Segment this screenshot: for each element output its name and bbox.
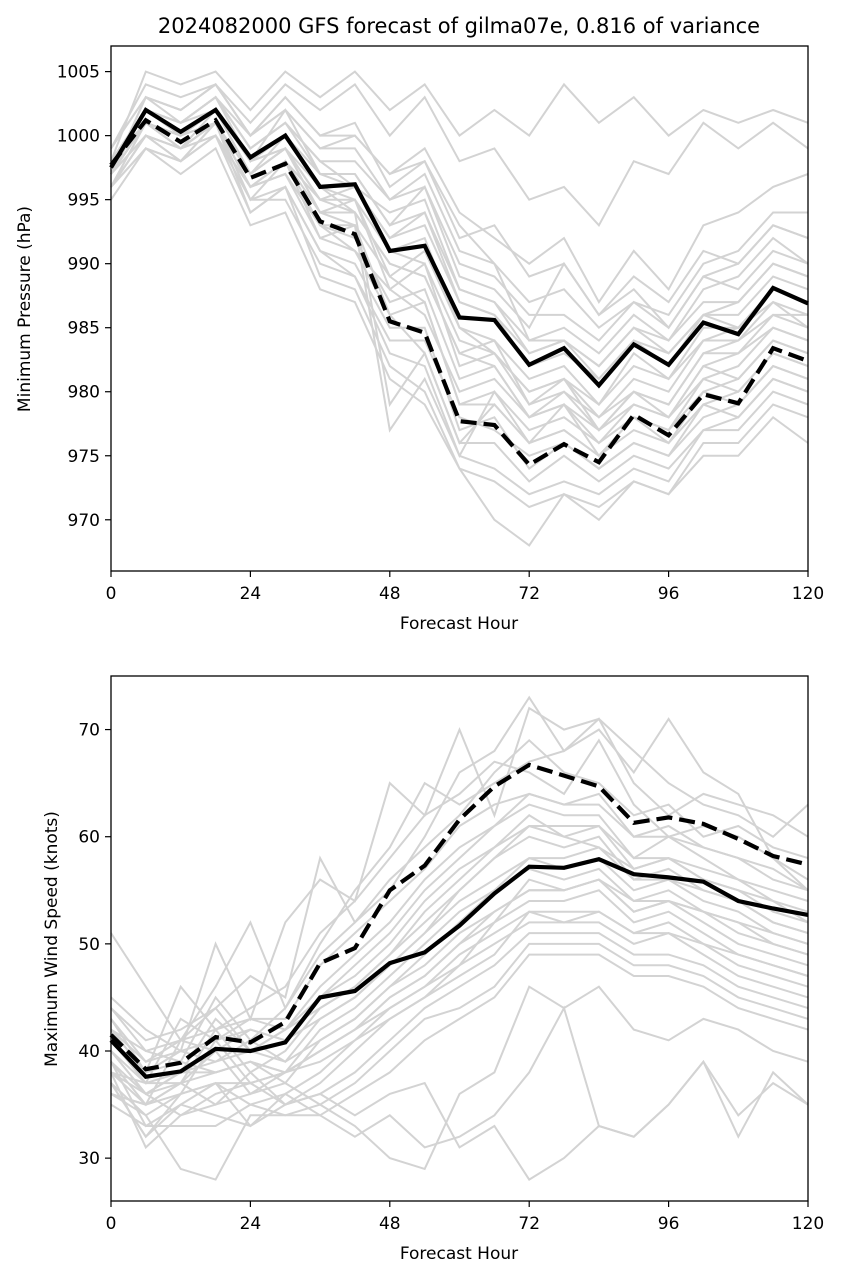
pressure-x-tick-label: 48 [379,584,401,604]
pressure-member-line [110,82,809,228]
pressure-x-tick-label: 72 [518,584,540,604]
pressure-member-line [110,121,809,470]
pressure-y-tick-label: 980 [68,383,100,403]
wind-member-line [110,717,809,1053]
wind-x-tick-label: 48 [379,1214,401,1234]
wind-x-tick-label: 120 [792,1214,824,1234]
pressure-x-tick-label: 0 [106,584,117,604]
wind-chart: 0 24 48 72 96 120 30 40 50 60 70 Forecast Hour Ma… [42,675,824,1264]
wind-x-tick-label: 72 [518,1214,540,1234]
wind-member-line [110,824,809,1053]
pressure-main-series [109,107,809,468]
wind-plot-frame [110,675,809,1202]
wind-dashed-line [109,762,809,1072]
pressure-member-line [110,70,809,162]
pressure-x-tick-label: 24 [240,584,262,604]
wind-y-axis-label: Maximum Wind Speed (knots) [42,811,62,1067]
wind-member-line [110,878,809,1096]
wind-member-line [110,985,809,1171]
wind-x-ticks: 0 24 48 72 96 120 [106,1201,824,1234]
wind-y-tick-label: 50 [78,935,100,955]
chart-title: 2024082000 GFS forecast of gilma07e, 0.8… [158,14,760,38]
wind-y-tick-label: 60 [78,828,100,848]
wind-member-line [110,695,809,1042]
wind-y-tick-label: 40 [78,1042,100,1062]
pressure-member-line [110,95,809,419]
pressure-y-tick-label: 995 [68,191,100,211]
wind-y-tick-label: 30 [78,1149,100,1169]
wind-member-line [110,825,809,1074]
wind-member-line [110,1060,809,1181]
pressure-y-tick-label: 970 [68,511,100,531]
pressure-x-ticks: 0 24 48 72 96 120 [106,571,824,604]
pressure-solid-line [109,107,809,389]
wind-ensemble-members [110,695,809,1181]
wind-solid-line [109,856,809,1079]
wind-member-line [110,738,809,1063]
pressure-y-tick-label: 1005 [57,63,100,83]
wind-member-line [110,706,809,1053]
pressure-y-tick-label: 975 [68,447,100,467]
pressure-member-line [110,146,809,547]
pressure-y-tick-label: 1000 [57,127,100,147]
pressure-member-line [110,82,809,317]
wind-member-line [110,792,809,1063]
pressure-x-tick-label: 120 [792,584,824,604]
pressure-x-tick-label: 96 [658,584,680,604]
pressure-member-line [110,95,809,368]
wind-y-tick-label: 70 [78,721,100,741]
pressure-member-line [110,121,809,459]
wind-x-tick-label: 24 [240,1214,262,1234]
pressure-chart: 0 24 48 72 96 120 97097598098599099510001005 … [15,45,824,634]
wind-member-line [110,932,809,1139]
wind-x-axis-label: Forecast Hour [400,1244,518,1264]
wind-member-line [110,846,809,1085]
wind-x-tick-label: 96 [658,1214,680,1234]
pressure-y-tick-label: 990 [68,255,100,275]
pressure-dashed-line [109,117,809,468]
wind-y-ticks: 30 40 50 60 70 [78,721,111,1169]
wind-member-line [110,803,809,1096]
wind-member-line [110,942,809,1181]
wind-main-series [109,762,809,1079]
wind-member-line [110,910,809,1106]
pressure-plot-frame [110,45,809,572]
pressure-member-line [110,95,809,355]
wind-x-tick-label: 0 [106,1214,117,1234]
pressure-x-axis-label: Forecast Hour [400,614,518,634]
wind-member-line [110,867,809,1117]
pressure-y-tick-label: 985 [68,319,100,339]
wind-member-line [110,792,809,1085]
pressure-y-axis-label: Minimum Pressure (hPa) [15,206,35,412]
pressure-member-line [110,121,809,432]
pressure-y-ticks: 970 975 980 985 990 995 1000 1005 [57,63,111,531]
